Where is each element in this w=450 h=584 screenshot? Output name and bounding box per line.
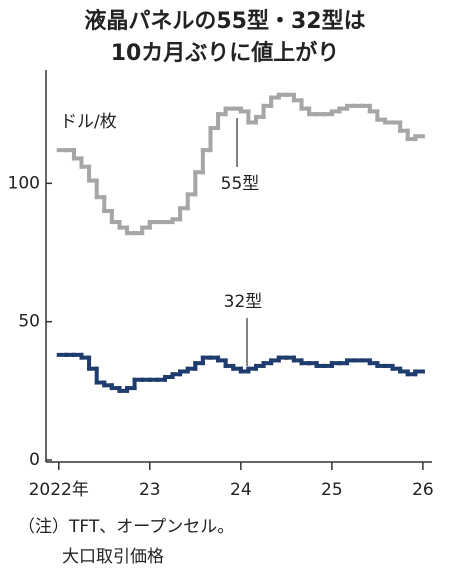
x-tick-label: 2022年 <box>29 480 89 500</box>
note: 大口取引価格 <box>62 547 164 567</box>
x-tick-label: 24 <box>230 480 252 500</box>
chart-title: 10カ月ぶりに値上がり <box>111 40 340 66</box>
series-label: 55型 <box>221 174 260 194</box>
y-tick-label: 0 <box>29 450 40 470</box>
unit-label: ドル/枚 <box>60 112 117 132</box>
x-tick-label: 23 <box>139 480 161 500</box>
y-tick-label: 100 <box>8 173 40 193</box>
chart-title: 液晶パネルの55型・32型は <box>84 8 365 34</box>
y-tick-label: 50 <box>18 312 40 332</box>
note: （注）TFT、オープンセル。 <box>18 517 234 537</box>
x-tick-label: 26 <box>412 480 434 500</box>
series-label: 32型 <box>224 292 263 312</box>
x-tick-label: 25 <box>321 480 343 500</box>
